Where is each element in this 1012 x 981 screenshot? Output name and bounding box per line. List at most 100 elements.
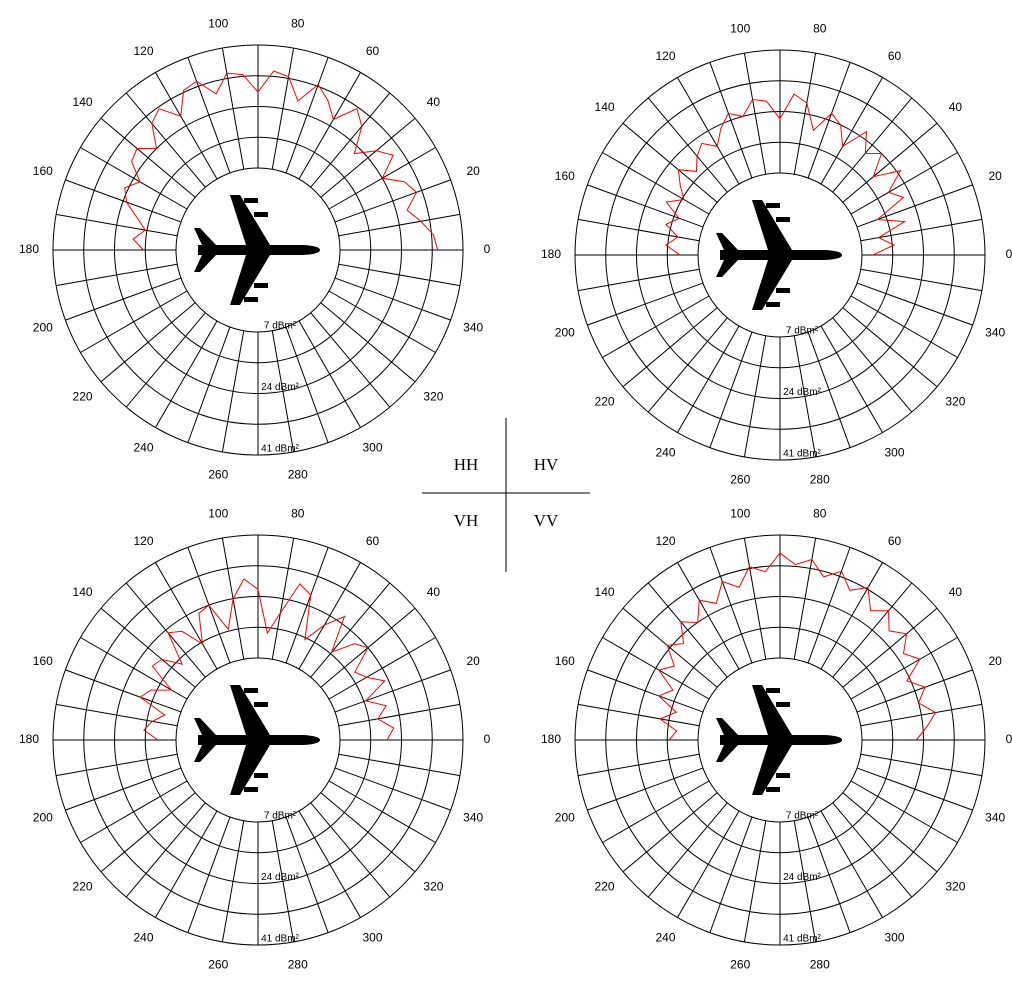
angle-tick-label: 80 <box>813 507 827 521</box>
spoke <box>155 562 218 670</box>
spoke <box>100 792 196 873</box>
spoke <box>125 92 206 188</box>
angle-tick-label: 160 <box>555 169 575 183</box>
angle-tick-label: 60 <box>366 44 380 58</box>
spoke <box>743 53 767 175</box>
angle-tick-label: 160 <box>33 164 53 178</box>
aircraft-icon <box>716 200 842 310</box>
angle-tick-label: 40 <box>427 95 441 109</box>
spoke <box>647 802 728 898</box>
spoke <box>622 122 718 203</box>
spoke <box>187 57 231 174</box>
spoke <box>125 312 206 408</box>
angle-tick-label: 280 <box>810 958 830 972</box>
spoke <box>334 277 451 321</box>
spoke <box>860 753 982 777</box>
spoke <box>647 582 728 678</box>
spoke <box>221 820 245 942</box>
angle-tick-label: 140 <box>73 585 93 599</box>
spoke <box>298 72 361 180</box>
angle-tick-label: 40 <box>949 100 963 114</box>
spoke <box>602 637 710 700</box>
spoke <box>65 277 182 321</box>
spoke <box>860 218 982 242</box>
spoke <box>807 816 851 933</box>
angle-tick-label: 320 <box>423 389 443 403</box>
spoke <box>578 218 700 242</box>
angle-tick-label: 0 <box>484 732 491 746</box>
spoke <box>271 538 295 660</box>
polar-chart: 0 20 40 60 80 100 120 140 160 180 200 220 240 260 280 3… <box>19 507 491 972</box>
spoke <box>587 669 704 713</box>
angle-tick-label: 180 <box>19 732 39 746</box>
spoke <box>125 582 206 678</box>
key-label: HV <box>534 455 559 474</box>
spoke <box>709 62 753 179</box>
angle-tick-label: 260 <box>208 468 228 482</box>
key-label: VH <box>454 511 479 530</box>
polar-chart: 0 20 40 60 80 100 120 140 160 180 200 220 240 260 280 3… <box>541 507 1012 972</box>
spoke <box>709 331 753 448</box>
spoke <box>743 538 767 660</box>
spoke <box>285 57 329 174</box>
spoke <box>856 184 973 228</box>
spoke <box>80 290 188 353</box>
spoke <box>602 295 710 358</box>
spoke <box>677 810 740 918</box>
angle-tick-label: 160 <box>555 654 575 668</box>
aircraft-icon <box>194 195 320 305</box>
radial-tick-label: 24 dBm² <box>783 387 821 398</box>
angle-tick-label: 100 <box>208 17 228 31</box>
spoke <box>155 72 218 180</box>
spoke <box>677 325 740 433</box>
angle-tick-label: 340 <box>985 810 1005 824</box>
spoke <box>856 282 973 326</box>
radial-tick-label: 24 dBm² <box>783 872 821 883</box>
spoke <box>842 607 938 688</box>
spoke <box>709 547 753 664</box>
angle-tick-label: 140 <box>73 95 93 109</box>
angle-tick-label: 200 <box>555 325 575 339</box>
spoke <box>221 330 245 452</box>
angle-tick-label: 40 <box>949 585 963 599</box>
angle-tick-label: 20 <box>989 654 1003 668</box>
angle-tick-label: 240 <box>133 930 153 944</box>
angle-tick-label: 260 <box>208 958 228 972</box>
spoke <box>807 331 851 448</box>
angle-tick-label: 200 <box>33 810 53 824</box>
spoke <box>271 48 295 170</box>
spoke <box>100 607 196 688</box>
spoke <box>56 703 178 727</box>
spoke <box>320 117 416 198</box>
spoke <box>820 325 883 433</box>
aircraft-icon <box>194 685 320 795</box>
spoke <box>56 753 178 777</box>
angle-tick-label: 100 <box>208 507 228 521</box>
angle-tick-label: 320 <box>945 394 965 408</box>
spoke <box>647 317 728 413</box>
radial-tick-label: 41 dBm² <box>261 934 299 945</box>
spoke <box>100 117 196 198</box>
radial-tick-label: 7 dBm² <box>786 811 819 822</box>
spoke <box>221 48 245 170</box>
angle-tick-label: 240 <box>655 445 675 459</box>
spoke <box>793 820 817 942</box>
spoke <box>587 184 704 228</box>
spoke <box>338 263 460 287</box>
spoke <box>820 810 883 918</box>
angle-tick-label: 140 <box>595 100 615 114</box>
spoke <box>334 669 451 713</box>
rcs-curve <box>665 93 907 256</box>
key-label: VV <box>534 511 559 530</box>
spoke <box>65 179 182 223</box>
spoke <box>856 669 973 713</box>
spoke <box>298 810 361 918</box>
spoke <box>155 810 218 918</box>
spoke <box>842 122 938 203</box>
spoke <box>647 97 728 193</box>
angle-tick-label: 200 <box>555 810 575 824</box>
spoke <box>743 335 767 457</box>
angle-tick-label: 340 <box>463 320 483 334</box>
spoke <box>856 767 973 811</box>
